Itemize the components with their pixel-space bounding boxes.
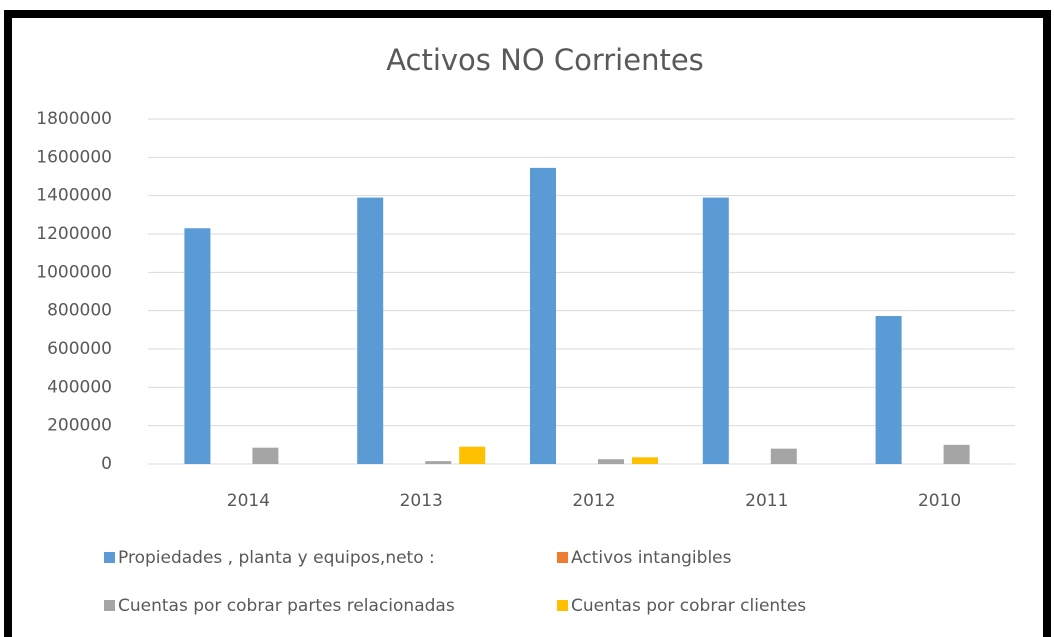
- bar: [943, 444, 970, 464]
- legend-label: Cuentas por cobrar partes relacionadas: [118, 596, 455, 616]
- y-tick-label: 1800000: [36, 109, 112, 129]
- bar: [357, 197, 384, 465]
- y-tick-label: 1600000: [36, 147, 112, 167]
- bar: [252, 447, 279, 464]
- bar: [702, 197, 729, 465]
- bar: [598, 459, 624, 464]
- x-tick-label: 2011: [745, 491, 788, 511]
- legend-label: Activos intangibles: [571, 548, 732, 568]
- legend-label: Cuentas por cobrar clientes: [571, 596, 806, 616]
- bar: [632, 457, 658, 464]
- y-tick-label: 1000000: [36, 262, 112, 282]
- bar: [425, 461, 452, 464]
- y-tick-label: 800000: [47, 301, 112, 321]
- y-tick-label: 0: [101, 454, 112, 474]
- legend-swatch: [104, 600, 115, 611]
- y-tick-label: 200000: [47, 416, 112, 436]
- chart-title: Activos NO Corrientes: [386, 43, 704, 77]
- bar: [184, 228, 211, 464]
- y-tick-label: 400000: [47, 377, 112, 397]
- bar: [459, 446, 486, 464]
- y-tick-label: 1200000: [36, 224, 112, 244]
- frame: [4, 10, 1051, 637]
- y-tick-label: 1400000: [36, 186, 112, 206]
- y-tick-label: 600000: [47, 339, 112, 359]
- legend-swatch: [104, 552, 115, 563]
- x-tick-label: 2014: [227, 491, 270, 511]
- x-tick-label: 2013: [400, 491, 443, 511]
- legend-label: Propiedades , planta y equipos,neto :: [118, 548, 435, 568]
- bar: [530, 167, 556, 464]
- x-tick-label: 2012: [572, 491, 615, 511]
- legend-swatch: [557, 552, 568, 563]
- x-tick-label: 2010: [918, 491, 961, 511]
- bar: [770, 448, 797, 464]
- bar: [875, 316, 902, 464]
- legend-swatch: [557, 600, 568, 611]
